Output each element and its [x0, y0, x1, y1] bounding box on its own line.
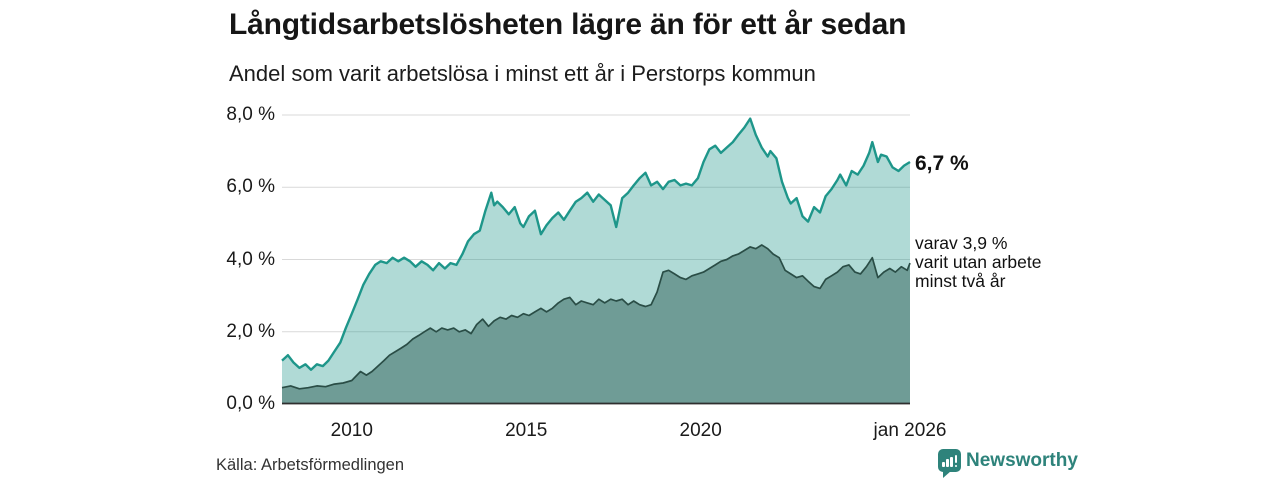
- y-axis-label: 6,0 %: [226, 176, 275, 198]
- x-axis-label: jan 2026: [873, 420, 947, 441]
- x-axis-label: 2020: [679, 420, 722, 441]
- secondary-annotation-line: minst två år: [915, 271, 1006, 291]
- y-axis-label: 8,0 %: [226, 104, 275, 125]
- source-label: Källa: Arbetsförmedlingen: [216, 456, 405, 474]
- chart-title: Långtidsarbetslösheten lägre än för ett …: [229, 8, 907, 41]
- newsworthy-icon: [938, 449, 961, 472]
- y-axis-label: 2,0 %: [226, 320, 275, 342]
- newsworthy-icon-tail: [943, 471, 951, 478]
- chart-subtitle: Andel som varit arbetslösa i minst ett å…: [229, 61, 816, 86]
- latest-value-label: 6,7 %: [915, 152, 969, 175]
- secondary-annotation-line: varit utan arbete: [915, 252, 1042, 272]
- newsworthy-wordmark: Newsworthy: [966, 450, 1078, 471]
- line-unemployed-2yr: [281, 244, 911, 390]
- secondary-annotation-line: varav 3,9 %: [915, 233, 1008, 253]
- y-axis-label: 0,0 %: [226, 393, 275, 414]
- area-unemployed-2yr: [282, 245, 910, 404]
- y-axis-label: 4,0 %: [226, 248, 275, 270]
- x-axis-label: 2010: [330, 420, 373, 441]
- x-axis-label: 2015: [505, 420, 548, 441]
- secondary-series-annotation: varav 3,9 % varit utan arbete minst två …: [915, 234, 1041, 291]
- line-unemployed-1yr: [281, 117, 911, 371]
